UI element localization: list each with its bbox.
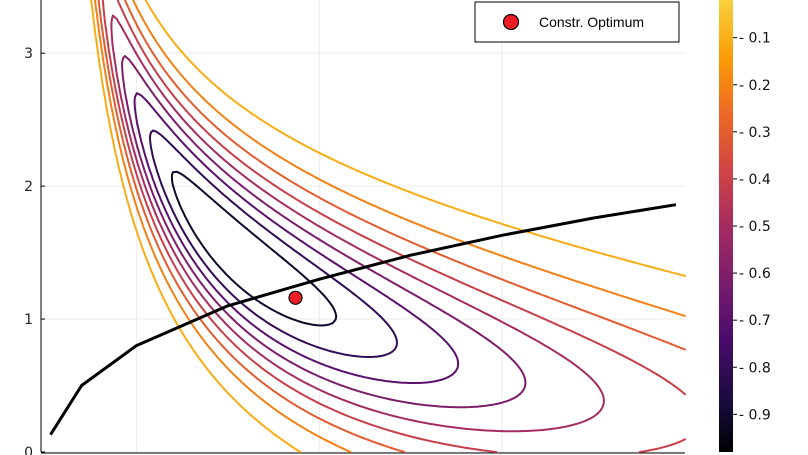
legend-label: Constr. Optimum <box>539 14 644 30</box>
colorbar-tick-label: - 0.9 <box>739 407 771 423</box>
optimum-marker <box>288 290 303 305</box>
contour-level-line <box>121 55 527 409</box>
colorbar-tick-label: - 0.3 <box>739 125 771 141</box>
colorbar-gradient <box>719 0 733 452</box>
legend: Constr. Optimum <box>474 1 680 43</box>
colorbar: - 0.1 - 0.2 - 0.3 - 0.4 - 0.5 - 0.6 - 0.7 - 0.8… <box>719 0 771 452</box>
contour-level-line <box>133 92 460 384</box>
y-tick-label: 3 <box>24 46 33 62</box>
colorbar-tick-label: - 0.8 <box>739 360 771 376</box>
grid-lines <box>45 0 685 453</box>
constraint-curve <box>49 203 677 436</box>
contour-level-line <box>101 0 686 453</box>
axes <box>40 0 685 454</box>
y-tick-label: 2 <box>24 179 33 195</box>
colorbar-tick-label: - 0.5 <box>739 219 771 235</box>
contour-level-line <box>94 0 686 453</box>
colorbar-tick-label: - 0.7 <box>739 313 771 329</box>
y-tick-labels: 0 1 2 3 <box>24 46 45 455</box>
contour-level-line <box>97 0 686 453</box>
y-tick-label: 1 <box>24 312 33 328</box>
legend-marker <box>502 13 520 31</box>
contour-level-line <box>110 14 605 433</box>
colorbar-tick-label: - 0.4 <box>739 172 771 188</box>
optimum-layer <box>288 290 303 305</box>
contour-level-line <box>90 0 686 453</box>
y-tick-label: 0 <box>24 445 33 455</box>
contour-level-line <box>149 129 398 358</box>
colorbar-tick-label: - 0.6 <box>739 266 771 282</box>
colorbar-tick-label: - 0.2 <box>739 78 771 94</box>
contour-lines <box>90 0 686 453</box>
constraint-line <box>49 203 677 436</box>
contour-level-line <box>170 170 338 327</box>
colorbar-tick-label: - 0.1 <box>739 31 771 47</box>
